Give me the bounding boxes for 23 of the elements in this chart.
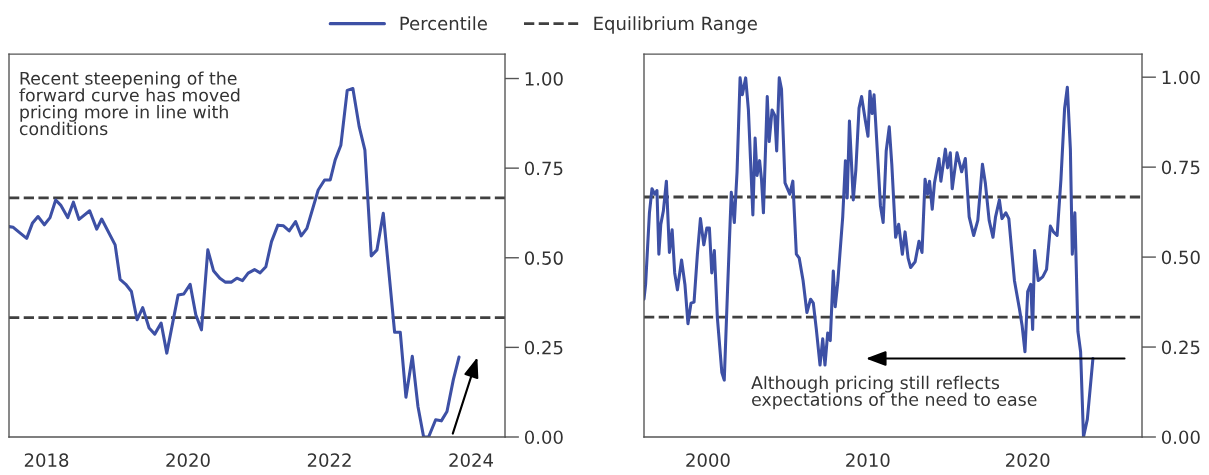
x-tick-label: 2022 xyxy=(307,453,351,467)
x-tick-label: 2018 xyxy=(24,453,69,467)
y-tick-label: 0.25 xyxy=(1161,340,1200,355)
x-tick-label: 2000 xyxy=(686,453,730,467)
y-tick-label: 0.75 xyxy=(524,161,563,176)
x-tick-label: 2024 xyxy=(449,453,493,467)
y-tick-label: 0.00 xyxy=(524,430,563,445)
y-tick-label: 0.75 xyxy=(1161,160,1200,175)
annotation: Recent steepening of the forward curve has moved pricing more in line with conditions xyxy=(19,71,240,136)
legend-label: Equilibrium Range xyxy=(594,16,757,34)
x-tick-label: 2020 xyxy=(166,453,210,467)
x-tick-label: 2020 xyxy=(1006,453,1050,467)
y-tick-label: 0.50 xyxy=(1161,250,1200,265)
legend-label: Percentile xyxy=(400,16,487,31)
annotation: Although pricing still reflects expectations of the need to ease xyxy=(751,375,1037,410)
y-tick-label: 0.00 xyxy=(1161,430,1200,445)
y-tick-label: 0.50 xyxy=(524,251,563,265)
x-tick-label: 2010 xyxy=(846,453,890,467)
y-tick-label: 1.00 xyxy=(525,71,563,86)
y-tick-label: 0.25 xyxy=(524,340,563,355)
line-series xyxy=(644,76,1095,437)
line-series xyxy=(9,87,461,437)
y-tick-label: 1.00 xyxy=(1162,70,1200,85)
